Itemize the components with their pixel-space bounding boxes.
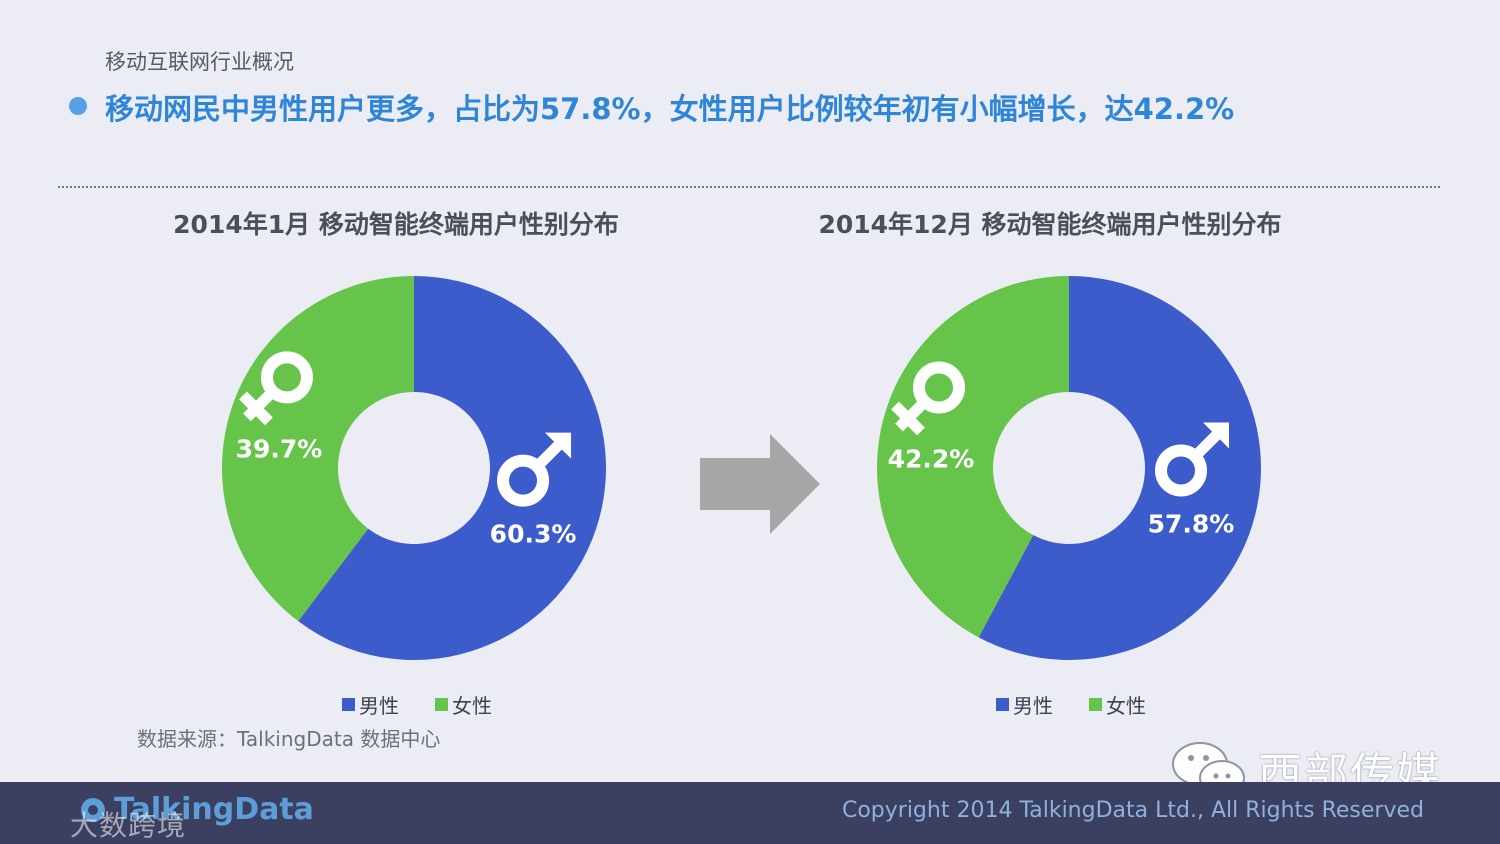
legend-label-female: 女性 bbox=[452, 694, 492, 718]
footer-logo-text: TalkingData bbox=[114, 792, 314, 827]
legend-swatch-female bbox=[1089, 698, 1102, 711]
legend-item-female: 女性 bbox=[435, 690, 492, 719]
chart-title-jan: 2014年1月 移动智能终端用户性别分布 bbox=[173, 210, 619, 239]
legend-item-female: 女性 bbox=[1089, 690, 1146, 719]
talkingdata-logo-icon bbox=[81, 797, 105, 822]
legend-swatch-female bbox=[435, 698, 448, 711]
right-arrow-icon bbox=[700, 434, 820, 534]
donut-chart-jan: 60.3% 39.7% bbox=[221, 276, 606, 660]
female-symbol-icon bbox=[239, 351, 313, 426]
male-symbol-icon bbox=[1154, 422, 1229, 497]
slice-label-male: 60.3% bbox=[490, 520, 577, 549]
chart-title-dec: 2014年12月 移动智能终端用户性别分布 bbox=[818, 210, 1282, 239]
section-label: 移动互联网行业概况 bbox=[105, 50, 294, 74]
female-symbol-icon bbox=[891, 361, 966, 436]
slice-label-female: 42.2% bbox=[888, 444, 975, 473]
copyright: Copyright 2014 TalkingData Ltd., All Rig… bbox=[841, 798, 1424, 823]
legend-swatch-male bbox=[996, 698, 1009, 711]
data-source: 数据来源：TalkingData 数据中心 bbox=[137, 727, 441, 751]
male-symbol-icon bbox=[497, 432, 572, 507]
legend-jan: 男性 女性 bbox=[342, 690, 492, 719]
slice-label-male: 57.8% bbox=[1148, 510, 1235, 539]
donut-chart-dec: 57.8% 42.2% bbox=[877, 276, 1261, 660]
footer: TalkingData 大数跨境 Copyright 2014 TalkingD… bbox=[0, 782, 1500, 844]
legend-label-female: 女性 bbox=[1106, 694, 1146, 718]
legend-label-male: 男性 bbox=[1013, 694, 1053, 718]
slice-male bbox=[978, 276, 1261, 660]
slice-label-female: 39.7% bbox=[236, 434, 323, 463]
slice-male bbox=[298, 276, 606, 660]
headline-bullet bbox=[69, 97, 87, 115]
legend-item-male: 男性 bbox=[342, 690, 399, 719]
headline: 移动网民中男性用户更多，占比为57.8%，女性用户比例较年初有小幅增长，达42.… bbox=[105, 92, 1235, 126]
legend-dec: 男性 女性 bbox=[996, 690, 1146, 719]
legend-swatch-male bbox=[342, 698, 355, 711]
divider bbox=[58, 186, 1440, 188]
legend-label-male: 男性 bbox=[359, 694, 399, 718]
footer-overlay-watermark: 大数跨境 bbox=[70, 809, 187, 842]
footer-logo: TalkingData bbox=[80, 792, 314, 827]
legend-item-male: 男性 bbox=[996, 690, 1053, 719]
